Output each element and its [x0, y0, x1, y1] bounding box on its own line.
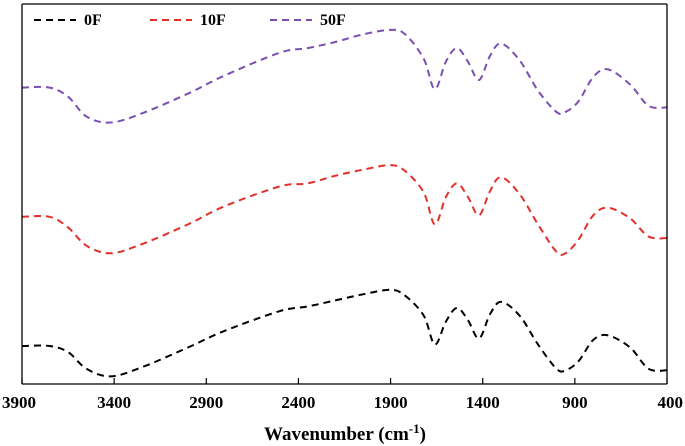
x-tick-label: 900	[562, 393, 588, 412]
legend-label-10f: 10F	[200, 12, 226, 29]
legend-label-50f: 50F	[320, 12, 346, 29]
axes-layer	[21, 3, 668, 385]
series-layer	[21, 28, 668, 378]
x-tick-label: 1400	[466, 393, 500, 412]
x-axis-title-superscript: -1	[409, 421, 420, 436]
series-line-0f	[21, 288, 668, 378]
x-axis-title-suffix: )	[420, 424, 426, 445]
x-tick-label: 3900	[2, 393, 36, 412]
x-tick-label: 400	[658, 393, 684, 412]
x-ticks: 3900 3400 2900 2400 1900 1400 900 400	[2, 378, 683, 412]
x-axis-title: Wavenumber (cm-1)	[264, 421, 426, 446]
series-line-50f	[21, 28, 668, 124]
x-axis-title-main: Wavenumber (cm	[264, 424, 409, 445]
x-tick-label: 3400	[97, 393, 131, 412]
legend-label-0f: 0F	[84, 12, 102, 29]
series-line-10f	[21, 164, 668, 257]
legend: 0F 10F 50F	[34, 12, 346, 29]
x-tick-label: 2400	[281, 393, 315, 412]
x-tick-label: 2900	[189, 393, 223, 412]
x-tick-label: 1900	[374, 393, 408, 412]
